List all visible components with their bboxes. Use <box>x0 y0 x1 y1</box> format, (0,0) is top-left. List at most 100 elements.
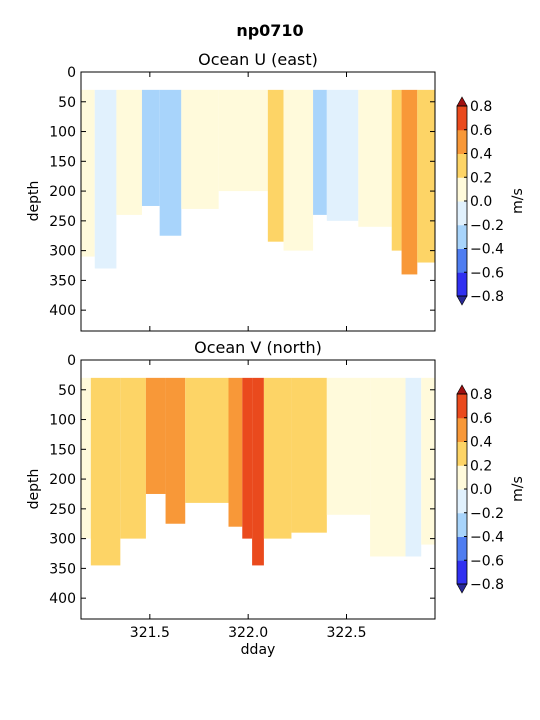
data-column <box>326 89 359 221</box>
panel-title: Ocean U (east) <box>198 50 318 69</box>
y-tick-label: 0 <box>67 65 76 81</box>
y-axis-ticks: 0 50 100 150 200 250 300 350 400 <box>49 353 435 607</box>
colorbar-tick-label: 0.0 <box>470 482 492 498</box>
colorbar-label: m/s <box>510 188 526 214</box>
data-column <box>90 377 121 566</box>
data-column <box>116 89 142 215</box>
y-tick-label: 400 <box>49 591 76 607</box>
plot-frame <box>80 359 436 620</box>
colorbar-tick-label: 0.2 <box>470 458 492 474</box>
data-column <box>252 377 264 566</box>
x-axis-ticks: 321.5 322.0 322.5 <box>130 360 367 641</box>
data-column <box>417 89 435 263</box>
colorbar-segment <box>457 224 467 249</box>
y-tick-label: 300 <box>49 532 76 548</box>
data-column <box>358 89 392 227</box>
data-column <box>185 377 229 503</box>
colorbar-over-arrow <box>456 384 468 395</box>
colorbar-tick-label: 0.6 <box>470 123 492 139</box>
colorbar: 0.8 0.6 0.4 0.2 0.0 −0.2 −0.4 −0.6 −0.8 m/s <box>456 96 526 306</box>
colorbar-tick-label: −0.6 <box>470 265 504 281</box>
y-tick-label: 350 <box>49 561 76 577</box>
data-column <box>120 377 146 539</box>
colorbar-tick-label: 0.6 <box>470 411 492 427</box>
y-tick-label: 350 <box>49 273 76 289</box>
data-column <box>181 89 219 209</box>
x-axis-ticks <box>149 72 347 331</box>
data-column <box>218 89 268 192</box>
data-column <box>81 377 91 539</box>
data-column <box>263 377 292 539</box>
colorbar-segment <box>457 512 467 537</box>
colorbar-tick-label: 0.4 <box>470 435 492 451</box>
colorbar-over-arrow <box>456 96 468 107</box>
data-column <box>145 377 166 494</box>
data-column <box>283 89 314 251</box>
colorbar-segment <box>457 177 467 202</box>
y-tick-label: 150 <box>49 154 76 170</box>
data-column <box>405 377 422 557</box>
heatmap-area <box>81 377 435 566</box>
y-tick-label: 200 <box>49 472 76 488</box>
data-column <box>228 377 243 527</box>
colorbar-tick-label: 0.4 <box>470 147 492 163</box>
y-tick-label: 100 <box>49 413 76 429</box>
colorbar-tick-label: −0.8 <box>470 577 504 593</box>
data-column <box>81 89 95 257</box>
y-tick-label: 250 <box>49 502 76 518</box>
data-column <box>391 89 402 251</box>
y-axis-label: depth <box>26 181 42 222</box>
y-tick-label: 300 <box>49 244 76 260</box>
colorbar-segment <box>457 153 467 178</box>
colorbar-tick-label: 0.2 <box>470 170 492 186</box>
colorbar-tick-label: 0.0 <box>470 194 492 210</box>
y-tick-label: 400 <box>49 303 76 319</box>
colorbar-tick-label: −0.4 <box>470 242 504 258</box>
data-column <box>326 377 371 515</box>
y-tick-label: 100 <box>49 125 76 141</box>
colorbar-segment <box>457 417 467 442</box>
figure-title: np0710 <box>236 21 303 40</box>
colorbar-segment <box>457 536 467 561</box>
colorbar-segment <box>457 394 467 419</box>
data-column <box>267 89 284 242</box>
y-tick-label: 50 <box>58 95 76 111</box>
data-column <box>291 377 327 533</box>
y-tick-label: 50 <box>58 383 76 399</box>
x-tick-label: 322.5 <box>326 625 366 641</box>
colorbar-tick-label: −0.4 <box>470 530 504 546</box>
colorbar-under-arrow <box>456 295 468 306</box>
data-column <box>370 377 406 557</box>
data-column <box>401 89 418 275</box>
data-column <box>141 89 160 206</box>
plot-frame <box>80 71 436 332</box>
colorbar-segment <box>457 248 467 273</box>
data-column <box>94 89 117 269</box>
data-column <box>242 377 253 539</box>
y-tick-label: 200 <box>49 184 76 200</box>
y-tick-label: 250 <box>49 214 76 230</box>
x-tick-label: 322.0 <box>228 625 268 641</box>
colorbar-label: m/s <box>510 476 526 502</box>
y-axis-ticks: 0 50 100 150 200 250 300 350 400 <box>49 65 435 319</box>
colorbar-segment <box>457 489 467 514</box>
colorbar-segment <box>457 272 467 297</box>
colorbar-tick-label: −0.6 <box>470 553 504 569</box>
colorbar-under-arrow <box>456 583 468 594</box>
colorbar-segment <box>457 441 467 466</box>
panel-ocean-v: Ocean V (north) 0 50 100 150 200 250 300 350 400… <box>26 338 526 658</box>
colorbar: 0.8 0.6 0.4 0.2 0.0 −0.2 −0.4 −0.6 −0.8 m/s <box>456 384 526 594</box>
panel-title: Ocean V (north) <box>194 338 322 357</box>
y-axis-label: depth <box>26 469 42 510</box>
y-tick-label: 0 <box>67 353 76 369</box>
colorbar-segment <box>457 129 467 154</box>
panel-ocean-u: Ocean U (east) 050100150200250300350400 … <box>26 50 526 332</box>
x-axis-label: dday <box>241 642 276 658</box>
x-tick-label: 321.5 <box>130 625 170 641</box>
colorbar-tick-label: −0.8 <box>470 289 504 305</box>
colorbar-segment <box>457 560 467 585</box>
colorbar-tick-label: 0.8 <box>470 99 492 115</box>
colorbar-tick-label: −0.2 <box>470 506 504 522</box>
colorbar-segment <box>457 201 467 226</box>
